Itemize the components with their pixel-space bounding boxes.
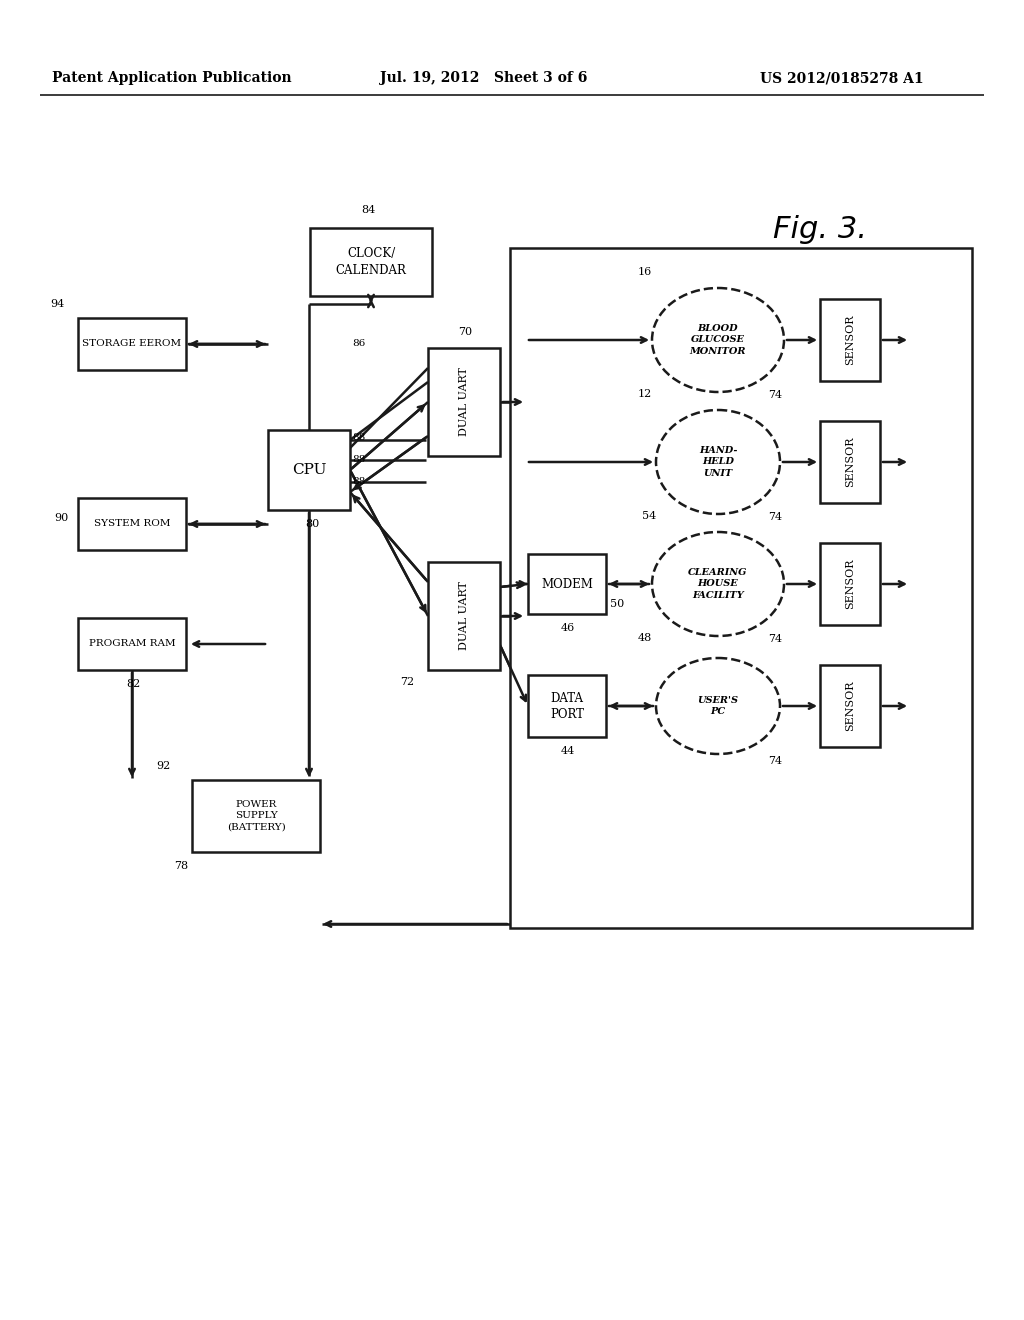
Bar xyxy=(510,248,972,928)
Text: POWER
SUPPLY
(BATTERY): POWER SUPPLY (BATTERY) xyxy=(226,800,286,832)
Text: 92: 92 xyxy=(156,762,170,771)
Bar xyxy=(268,430,350,510)
Text: 74: 74 xyxy=(768,756,782,766)
Text: US 2012/0185278 A1: US 2012/0185278 A1 xyxy=(760,71,924,84)
Text: SENSOR: SENSOR xyxy=(845,314,855,366)
Text: 90: 90 xyxy=(54,513,69,523)
Text: Fig. 3.: Fig. 3. xyxy=(773,215,867,244)
Text: BLOOD
GLUCOSE
MONITOR: BLOOD GLUCOSE MONITOR xyxy=(690,325,746,355)
Text: SYSTEM ROM: SYSTEM ROM xyxy=(94,520,170,528)
Ellipse shape xyxy=(656,657,780,754)
Text: 12: 12 xyxy=(638,389,652,399)
Text: DUAL UART: DUAL UART xyxy=(459,582,469,651)
Text: 70: 70 xyxy=(458,327,472,337)
Text: STORAGE EEROM: STORAGE EEROM xyxy=(83,339,181,348)
Text: PROGRAM RAM: PROGRAM RAM xyxy=(89,639,175,648)
Text: SENSOR: SENSOR xyxy=(845,558,855,610)
Text: 74: 74 xyxy=(768,389,782,400)
Text: 48: 48 xyxy=(638,634,652,643)
Bar xyxy=(193,780,319,851)
Bar xyxy=(78,618,186,671)
Text: 88: 88 xyxy=(352,478,366,487)
Text: CLEARING
HOUSE
FACILITY: CLEARING HOUSE FACILITY xyxy=(688,569,748,599)
Ellipse shape xyxy=(656,411,780,513)
Text: DATA
PORT: DATA PORT xyxy=(550,692,584,721)
Text: 46: 46 xyxy=(561,623,575,634)
Bar xyxy=(428,348,500,455)
Bar xyxy=(428,562,500,671)
Text: 72: 72 xyxy=(400,677,414,686)
Text: CLOCK/
CALENDAR: CLOCK/ CALENDAR xyxy=(336,248,407,276)
Text: 88: 88 xyxy=(352,433,366,442)
Ellipse shape xyxy=(652,288,784,392)
Bar xyxy=(820,421,880,503)
Text: MODEM: MODEM xyxy=(541,578,593,590)
Bar xyxy=(528,675,606,737)
Bar xyxy=(820,543,880,624)
Text: 54: 54 xyxy=(642,511,656,521)
Ellipse shape xyxy=(652,532,784,636)
Text: SENSOR: SENSOR xyxy=(845,437,855,487)
Text: 78: 78 xyxy=(174,861,188,871)
Bar xyxy=(78,498,186,550)
Text: 44: 44 xyxy=(561,746,575,756)
Text: 94: 94 xyxy=(50,300,65,309)
Bar xyxy=(78,318,186,370)
Bar xyxy=(310,228,432,296)
Text: USER'S
PC: USER'S PC xyxy=(697,696,738,715)
Text: SENSOR: SENSOR xyxy=(845,681,855,731)
Text: Jul. 19, 2012   Sheet 3 of 6: Jul. 19, 2012 Sheet 3 of 6 xyxy=(380,71,588,84)
Text: 86: 86 xyxy=(352,339,366,348)
Text: 74: 74 xyxy=(768,634,782,644)
Text: CPU: CPU xyxy=(292,463,327,477)
Text: 82: 82 xyxy=(126,678,140,689)
Text: HAND-
HELD
UNIT: HAND- HELD UNIT xyxy=(698,446,737,478)
Text: Patent Application Publication: Patent Application Publication xyxy=(52,71,292,84)
Text: DUAL UART: DUAL UART xyxy=(459,367,469,437)
Bar xyxy=(820,665,880,747)
Bar xyxy=(528,554,606,614)
Text: 16: 16 xyxy=(638,267,652,277)
Text: 80: 80 xyxy=(305,519,319,529)
Text: 74: 74 xyxy=(768,512,782,521)
Text: 88: 88 xyxy=(352,455,366,465)
Bar xyxy=(820,300,880,381)
Text: 84: 84 xyxy=(361,205,375,215)
Text: 50: 50 xyxy=(610,599,625,609)
